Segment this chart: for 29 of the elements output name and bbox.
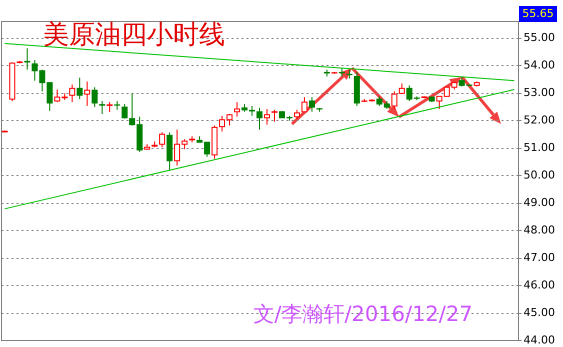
candlestick	[159, 132, 166, 148]
y-tick-label: 45.00	[524, 306, 555, 319]
y-tick-label: 46.00	[524, 278, 555, 292]
candlestick	[256, 107, 262, 130]
candlestick	[92, 86, 98, 108]
y-tick-label: 51.00	[524, 141, 555, 154]
candlestick	[24, 48, 30, 70]
candlestick	[271, 109, 278, 122]
y-tick-label: 44.00	[524, 334, 555, 346]
y-tick-label: 49.00	[524, 196, 555, 209]
candlestick	[308, 96, 315, 112]
candlestick	[69, 84, 76, 103]
text: 55.65	[522, 7, 554, 20]
candlestick	[99, 100, 106, 114]
y-tick-label: 54.00	[524, 58, 555, 72]
y-tick-label: 55.00	[524, 31, 555, 44]
y-tick-label: 53.00	[524, 86, 555, 99]
y-tick-label: 52.00	[524, 114, 555, 126]
candlestick	[76, 77, 83, 100]
candlestick	[301, 96, 308, 112]
y-tick-label: 50.00	[524, 168, 555, 182]
chart-title: 美原油四小时线	[43, 20, 225, 50]
candlestick	[234, 102, 240, 118]
candlestick	[84, 81, 90, 106]
y-tick-label: 48.00	[524, 224, 555, 236]
annotation: 文/李瀚轩/2016/12/27	[253, 302, 473, 326]
candlestick	[106, 102, 113, 113]
y-tick-label: 47.00	[524, 251, 555, 264]
candlestick	[264, 108, 270, 126]
